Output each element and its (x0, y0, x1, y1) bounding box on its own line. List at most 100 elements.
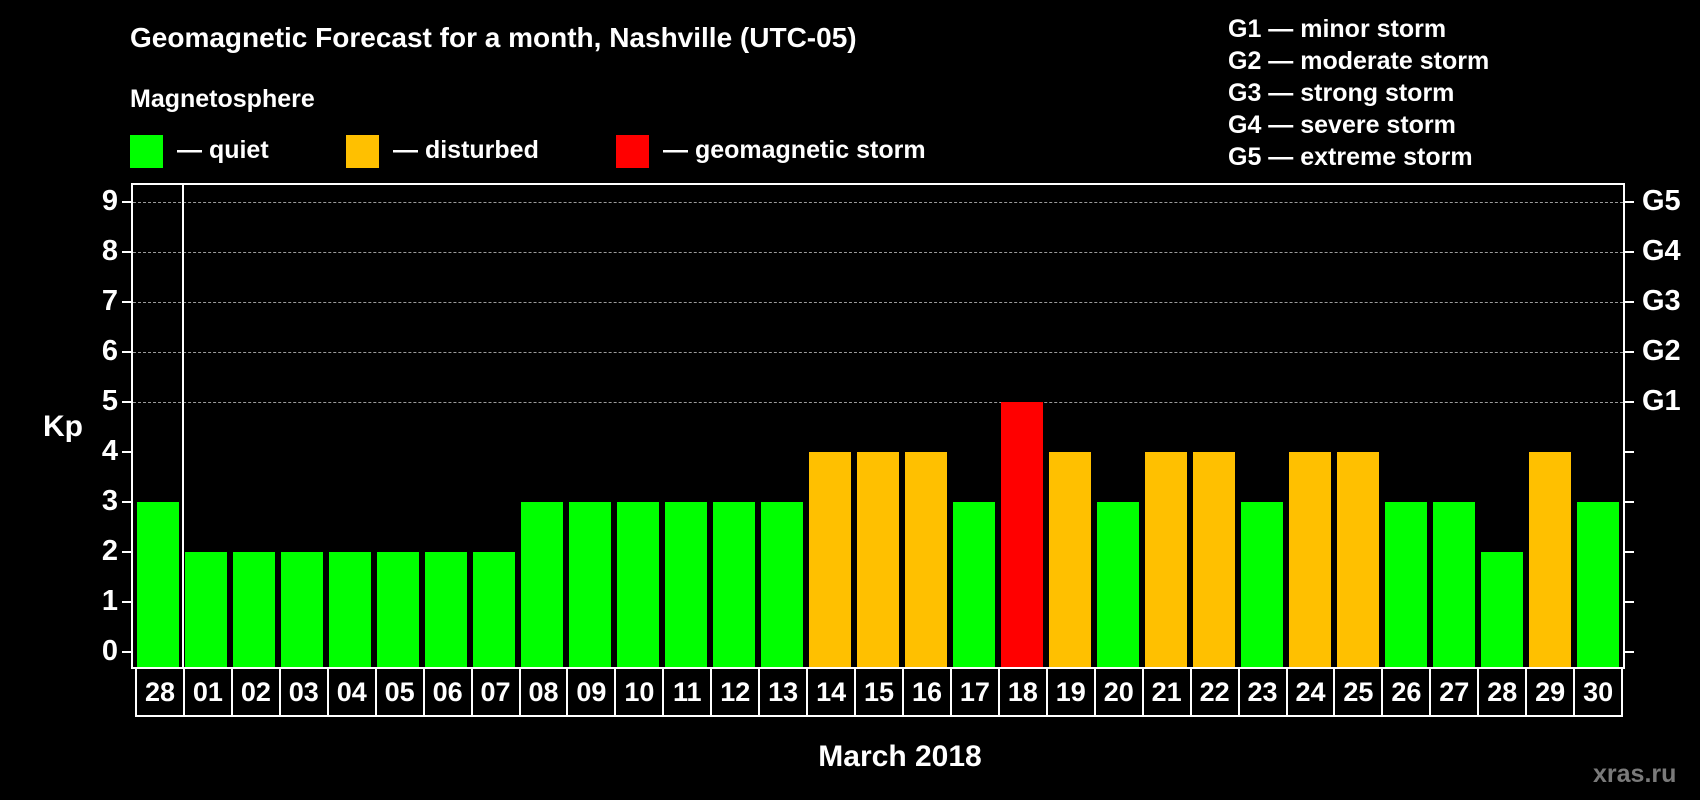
kp-bar-quiet (617, 502, 659, 668)
g5-legend-item: G5 — extreme storm (1228, 143, 1473, 171)
magnetosphere-legend-title: Magnetosphere (130, 85, 315, 113)
right-tick (1625, 401, 1634, 403)
date-label: 21 (1144, 669, 1192, 715)
kp-bar-disturbed (905, 452, 947, 668)
disturbed-legend-label: — disturbed (393, 136, 539, 164)
y-tick (122, 651, 131, 653)
g-scale-label: G4 (1642, 235, 1681, 267)
kp-bar-storm (1001, 402, 1043, 668)
watermark: xras.ru (1593, 760, 1677, 788)
right-tick (1625, 451, 1634, 453)
kp-bar-quiet (425, 552, 467, 668)
prev-month-divider (182, 183, 184, 668)
right-tick (1625, 351, 1634, 353)
gridline (133, 302, 1623, 303)
right-tick (1625, 601, 1634, 603)
plot-area (131, 183, 1625, 668)
y-tick (122, 601, 131, 603)
date-label: 14 (808, 669, 857, 715)
chart-title: Geomagnetic Forecast for a month, Nashvi… (130, 22, 857, 53)
quiet-swatch (130, 135, 163, 168)
kp-bar-disturbed (1529, 452, 1571, 668)
date-label: 11 (664, 669, 713, 715)
g-scale-label: G1 (1642, 385, 1681, 417)
g1-legend-item: G1 — minor storm (1228, 15, 1447, 43)
y-tick (122, 451, 131, 453)
date-label: 01 (185, 669, 233, 715)
quiet-legend-label: — quiet (177, 136, 269, 164)
y-tick (122, 251, 131, 253)
kp-bar-quiet (137, 502, 179, 668)
y-axis-label: Kp (43, 410, 83, 443)
x-axis-date-row: 28 01 02 03 04 05 06 07 08 09 10 11 12 13 14 15 16 17 18 19… (135, 669, 1623, 717)
y-tick (122, 201, 131, 203)
kp-bar-disturbed (1337, 452, 1379, 668)
y-tick (122, 551, 131, 553)
right-tick (1625, 501, 1634, 503)
kp-bar-disturbed (1193, 452, 1235, 668)
date-label: 22 (1192, 669, 1240, 715)
g-scale-label: G3 (1642, 285, 1681, 317)
g-scale-legend: G1 — minor storm G2 — moderate storm G3 … (1228, 13, 1489, 173)
date-label: 12 (712, 669, 761, 715)
kp-bar-disturbed (1049, 452, 1091, 668)
date-label: 28 (137, 669, 185, 715)
date-label: 20 (1096, 669, 1144, 715)
kp-bar-quiet (473, 552, 515, 668)
kp-bar-quiet (953, 502, 995, 668)
y-tick-label: 2 (101, 535, 118, 567)
date-label: 29 (1527, 669, 1576, 715)
kp-bar-quiet (185, 552, 227, 668)
date-label: 17 (952, 669, 1000, 715)
gridline (133, 202, 1623, 203)
gridline (133, 352, 1623, 353)
date-label: 03 (281, 669, 329, 715)
right-tick (1625, 651, 1634, 653)
date-label: 23 (1240, 669, 1288, 715)
gridline (133, 252, 1623, 253)
date-label: 27 (1431, 669, 1480, 715)
g-scale-label: G5 (1642, 185, 1681, 217)
kp-bar-quiet (1481, 552, 1523, 668)
kp-bar-quiet (377, 552, 419, 668)
g4-legend-item: G4 — severe storm (1228, 111, 1456, 139)
date-label: 06 (425, 669, 473, 715)
right-tick (1625, 551, 1634, 553)
date-label: 24 (1288, 669, 1336, 715)
y-tick-label: 6 (101, 335, 118, 367)
right-tick (1625, 301, 1634, 303)
kp-bar-quiet (1385, 502, 1427, 668)
date-label: 09 (568, 669, 617, 715)
date-label: 15 (856, 669, 904, 715)
date-label: 07 (473, 669, 521, 715)
right-tick (1625, 251, 1634, 253)
date-label: 18 (1000, 669, 1048, 715)
kp-bar-disturbed (809, 452, 851, 668)
right-tick (1625, 201, 1634, 203)
date-label: 28 (1479, 669, 1528, 715)
date-label: 04 (329, 669, 377, 715)
storm-legend-label: — geomagnetic storm (663, 136, 926, 164)
kp-bar-quiet (329, 552, 371, 668)
gridline (133, 402, 1623, 403)
g-scale-label: G2 (1642, 335, 1681, 367)
x-axis-label: March 2018 (818, 740, 982, 773)
y-tick-label: 4 (101, 435, 118, 467)
y-tick (122, 351, 131, 353)
date-label: 30 (1583, 677, 1614, 707)
kp-bar-disturbed (1145, 452, 1187, 668)
date-label: 25 (1335, 669, 1384, 715)
date-label: 10 (616, 669, 665, 715)
y-tick-label: 8 (101, 235, 118, 267)
date-label: 05 (377, 669, 425, 715)
kp-bar-quiet (1097, 502, 1139, 668)
y-tick-label: 5 (101, 385, 118, 417)
kp-bar-quiet (569, 502, 611, 668)
storm-swatch (616, 135, 649, 168)
date-label: 26 (1383, 669, 1432, 715)
date-label: 08 (521, 669, 569, 715)
plot-baseline (131, 667, 1625, 669)
kp-bar-quiet (665, 502, 707, 668)
kp-bar-quiet (1241, 502, 1283, 668)
y-tick-label: 7 (101, 285, 118, 317)
